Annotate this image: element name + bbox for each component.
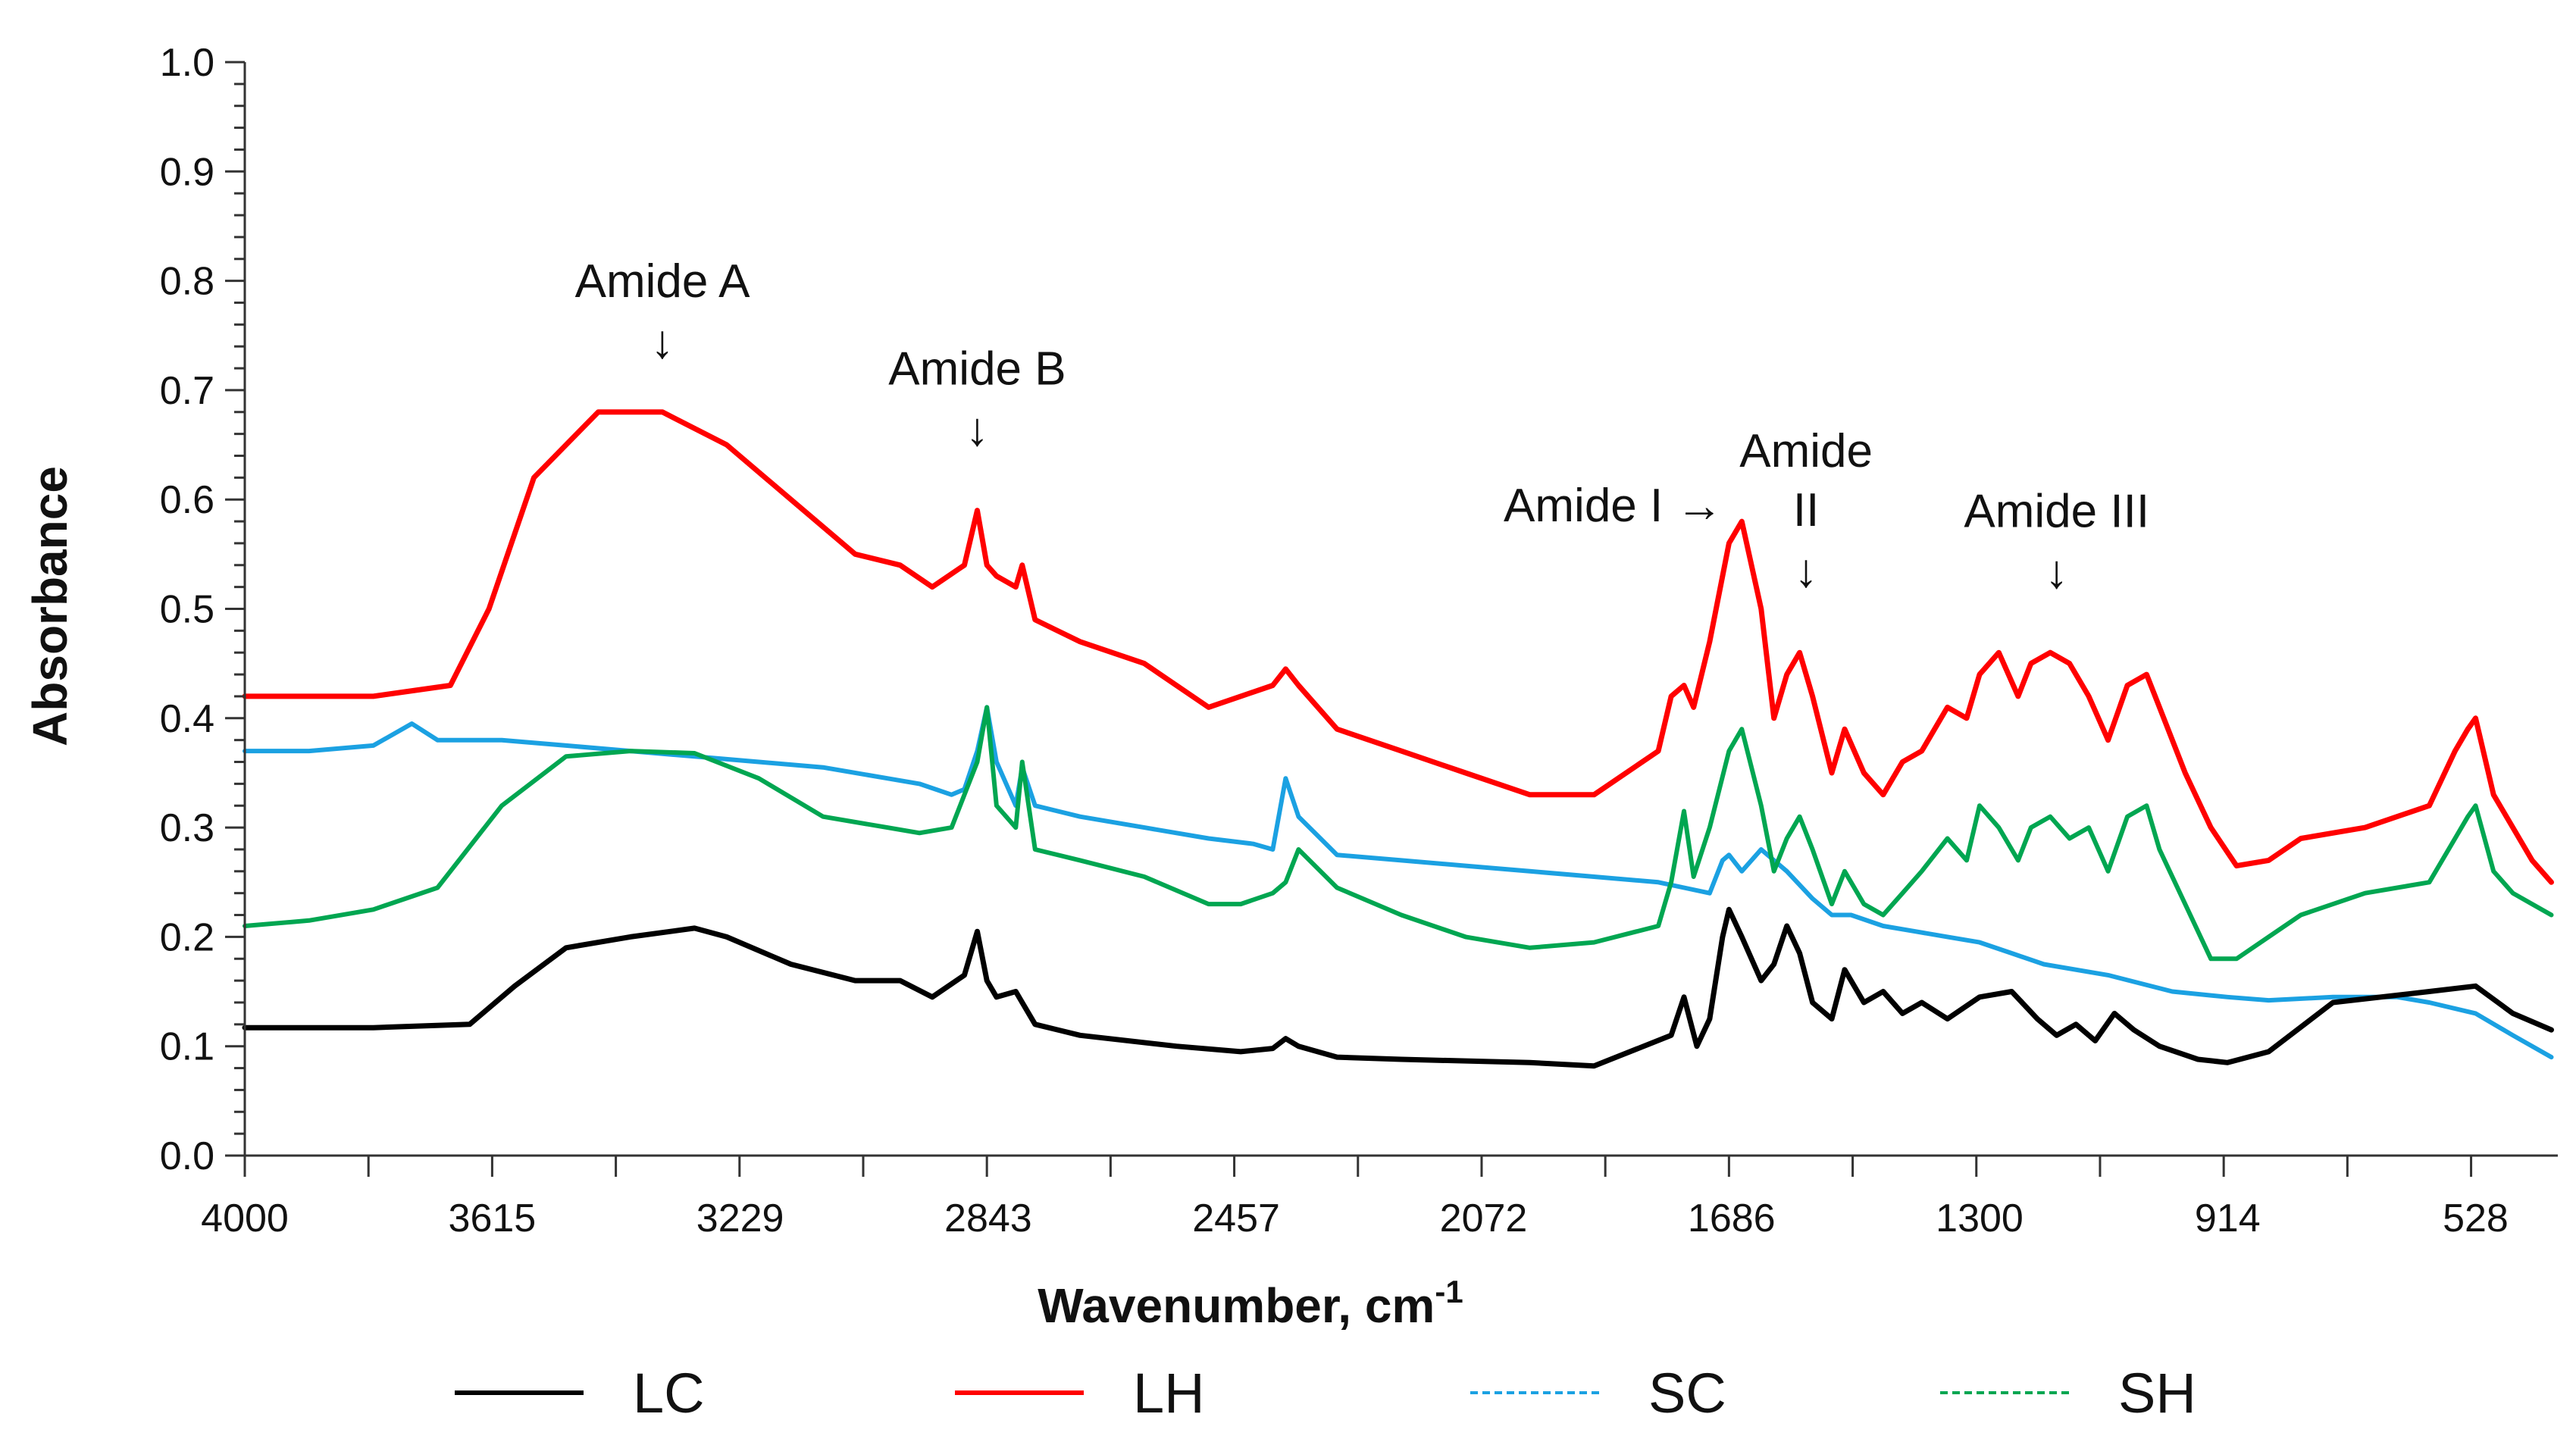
- series-line-lh: [242, 409, 2554, 885]
- y-tick-label: 0.4: [160, 697, 214, 741]
- series-line-sc: [243, 705, 2554, 1060]
- y-tick-label: 0.6: [160, 478, 214, 522]
- legend-item-sh: SH: [1940, 1362, 2196, 1425]
- y-tick-label: 0.2: [160, 915, 214, 959]
- legend-item-lc: LC: [455, 1362, 705, 1425]
- x-tick-label: 2457: [1192, 1196, 1280, 1240]
- legend: LC LH SC SH: [455, 1362, 2196, 1425]
- annotation-label: II: [1793, 484, 1819, 536]
- tick-labels: 0.0 0.1 0.2 0.3 0.4 0.5 0.6 0.7 0.8 0.9 1.0 4000 361…: [160, 41, 2509, 1240]
- legend-item-sc: SC: [1470, 1362, 1726, 1425]
- y-tick-label: 0.0: [160, 1134, 214, 1178]
- annotation-label: Amide A: [575, 255, 751, 308]
- annotation-label: Amide B: [888, 343, 1066, 396]
- down-arrow-icon: ↓: [651, 316, 675, 368]
- y-axis-title: Absorbance: [23, 466, 77, 746]
- annotation-amide-b: Amide B ↓: [888, 343, 1066, 456]
- y-tick-label: 0.9: [160, 150, 214, 194]
- series-layer: [242, 409, 2554, 1069]
- legend-label: LH: [1133, 1362, 1205, 1425]
- down-arrow-icon: ↓: [2045, 546, 2068, 598]
- x-tick-label: 3229: [696, 1196, 784, 1240]
- y-tick-label: 0.8: [160, 260, 214, 304]
- series-line-sh: [243, 705, 2554, 962]
- x-tick-label: 2072: [1440, 1196, 1528, 1240]
- annotation-label: Amide I →: [1504, 480, 1723, 532]
- annotation-amide-ii: Amide II ↓: [1739, 425, 1873, 597]
- down-arrow-icon: ↓: [966, 404, 989, 456]
- x-tick-label: 2843: [944, 1196, 1032, 1240]
- y-tick-label: 0.7: [160, 369, 214, 413]
- annotation-label: Amide: [1739, 425, 1873, 477]
- annotation-amide-i: Amide I →: [1504, 480, 1723, 532]
- x-axis-title: Wavenumber, cm-1: [1038, 1274, 1463, 1333]
- legend-label: LC: [633, 1362, 705, 1425]
- legend-item-lh: LH: [955, 1362, 1205, 1425]
- x-tick-label: 1300: [1936, 1196, 2024, 1240]
- x-axis-title-superscript: -1: [1435, 1274, 1463, 1309]
- series-line-lc: [242, 906, 2554, 1069]
- legend-label: SC: [1648, 1362, 1726, 1425]
- x-tick-label: 528: [2443, 1196, 2509, 1240]
- x-tick-label: 3615: [449, 1196, 537, 1240]
- y-tick-label: 1.0: [160, 41, 214, 85]
- x-axis-title-text: Wavenumber, cm: [1038, 1278, 1435, 1333]
- annotation-label: Amide III: [1964, 485, 2149, 537]
- x-tick-label: 1686: [1688, 1196, 1776, 1240]
- down-arrow-icon: ↓: [1795, 545, 1818, 597]
- y-tick-label: 0.3: [160, 806, 214, 850]
- x-tick-label: 914: [2195, 1196, 2261, 1240]
- x-tick-label: 4000: [201, 1196, 289, 1240]
- legend-label: SH: [2118, 1362, 2196, 1425]
- y-tick-label: 0.1: [160, 1025, 214, 1069]
- annotation-amide-a: Amide A ↓: [575, 255, 751, 368]
- y-tick-label: 0.5: [160, 588, 214, 632]
- axes: [225, 61, 2558, 1177]
- annotation-amide-iii: Amide III ↓: [1964, 485, 2149, 598]
